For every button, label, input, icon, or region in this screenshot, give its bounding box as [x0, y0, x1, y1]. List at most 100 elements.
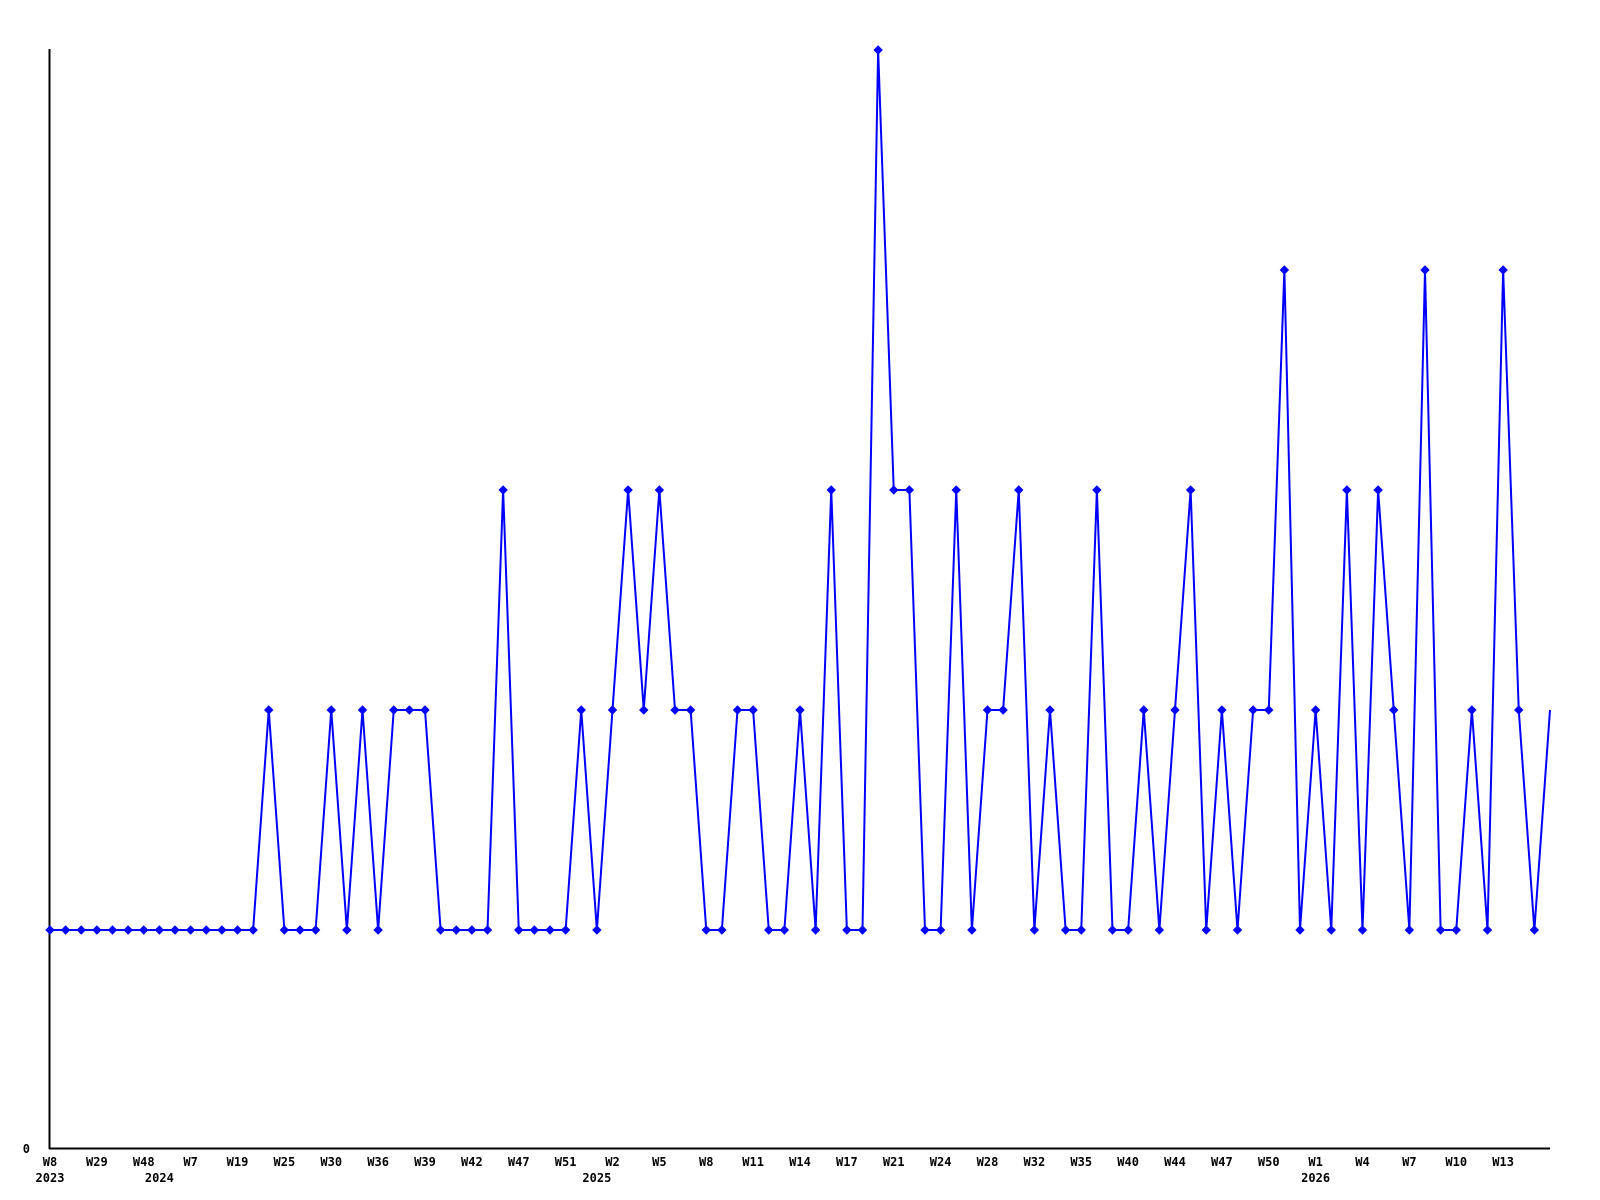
x-tick-label: W1 — [1308, 1155, 1322, 1169]
data-point-marker — [1154, 925, 1165, 935]
data-point-marker — [217, 925, 227, 935]
data-point-marker — [1123, 925, 1133, 935]
data-point-marker — [123, 925, 133, 935]
data-point-marker — [560, 925, 571, 935]
data-point-marker — [1139, 705, 1149, 715]
data-point-marker — [373, 925, 383, 935]
data-point-marker — [982, 705, 993, 715]
data-point-marker — [545, 925, 555, 935]
x-tick-label: W4 — [1355, 1155, 1369, 1169]
data-point-marker — [170, 925, 180, 935]
data-point-marker — [1498, 265, 1508, 275]
data-point-marker — [92, 925, 102, 935]
data-point-marker — [467, 925, 477, 935]
x-tick-label: W44 — [1164, 1155, 1186, 1169]
data-point-marker — [1014, 485, 1024, 495]
data-point-marker — [654, 485, 665, 495]
x-tick-label: W24 — [930, 1155, 952, 1169]
data-point-marker — [60, 925, 71, 935]
data-point-marker — [1232, 925, 1243, 935]
x-tick-label: W11 — [742, 1155, 764, 1169]
data-point-marker — [1295, 925, 1305, 935]
data-point-marker — [1248, 705, 1258, 715]
data-point-marker — [248, 925, 258, 935]
x-tick-label: W13 — [1492, 1155, 1514, 1169]
x-tick-label: W32 — [1024, 1155, 1046, 1169]
x-tick-label: W47 — [508, 1155, 530, 1169]
x-tick-label: W21 — [883, 1155, 905, 1169]
data-point-marker — [623, 485, 633, 495]
data-point-marker — [717, 925, 727, 935]
y-axis-zero-label: 0 — [22, 1142, 30, 1156]
data-point-marker — [904, 485, 915, 495]
data-point-marker — [639, 705, 649, 715]
data-point-marker — [498, 485, 508, 495]
x-tick-label: W7 — [183, 1155, 197, 1169]
x-tick-label: W28 — [977, 1155, 999, 1169]
data-point-marker — [857, 925, 868, 935]
data-point-marker — [279, 925, 290, 935]
x-tick-label: W51 — [555, 1155, 577, 1169]
data-point-marker — [685, 705, 696, 715]
data-point-marker — [1107, 925, 1118, 935]
data-point-marker — [154, 925, 165, 935]
data-point-marker — [1045, 705, 1055, 715]
data-point-marker — [45, 925, 55, 935]
data-point-marker — [810, 925, 821, 935]
data-point-marker — [420, 705, 430, 715]
data-point-marker — [1279, 265, 1290, 275]
x-tick-label: W19 — [227, 1155, 249, 1169]
data-point-marker — [920, 925, 930, 935]
data-point-marker — [1357, 925, 1368, 935]
x-tick-label: W17 — [836, 1155, 858, 1169]
data-point-marker — [967, 925, 977, 935]
data-point-marker — [1451, 925, 1461, 935]
x-tick-label: W47 — [1211, 1155, 1233, 1169]
data-point-marker — [576, 705, 586, 715]
data-point-marker — [1514, 705, 1524, 715]
data-point-marker — [1076, 925, 1086, 935]
data-point-marker — [1404, 925, 1415, 935]
year-label: 2026 — [1301, 1171, 1330, 1185]
data-point-marker — [607, 705, 618, 715]
data-point-marker — [1529, 925, 1540, 935]
data-point-marker — [732, 705, 743, 715]
data-point-marker — [107, 925, 118, 935]
year-label: 2025 — [582, 1171, 611, 1185]
data-point-marker — [514, 925, 524, 935]
data-point-marker — [1092, 485, 1102, 495]
data-point-marker — [1467, 705, 1477, 715]
data-point-marker — [592, 925, 602, 935]
data-point-marker — [389, 705, 399, 715]
data-point-marker — [1029, 925, 1040, 935]
x-tick-label: W29 — [86, 1155, 108, 1169]
x-tick-label: W36 — [367, 1155, 389, 1169]
data-point-marker — [1482, 925, 1493, 935]
data-point-marker — [482, 925, 493, 935]
year-label: 2024 — [145, 1171, 174, 1185]
x-tick-label: W14 — [789, 1155, 811, 1169]
data-point-marker — [435, 925, 446, 935]
x-tick-label: W8 — [699, 1155, 713, 1169]
data-point-marker — [1310, 705, 1321, 715]
x-tick-label: W40 — [1117, 1155, 1139, 1169]
data-point-marker — [951, 485, 961, 495]
data-point-marker — [201, 925, 211, 935]
x-tick-label: W8 — [43, 1155, 57, 1169]
data-point-marker — [357, 705, 368, 715]
x-tick-label: W39 — [414, 1155, 436, 1169]
data-point-marker — [76, 925, 86, 935]
data-point-marker — [529, 925, 540, 935]
data-point-marker — [1217, 705, 1227, 715]
data-point-marker — [295, 925, 305, 935]
data-point-marker — [185, 925, 196, 935]
data-point-marker — [1435, 925, 1446, 935]
x-tick-label: W50 — [1258, 1155, 1280, 1169]
x-tick-label: W7 — [1402, 1155, 1416, 1169]
data-point-marker — [1185, 485, 1196, 495]
data-point-marker — [1201, 925, 1211, 935]
data-point-marker — [842, 925, 852, 935]
data-point-marker — [232, 925, 243, 935]
